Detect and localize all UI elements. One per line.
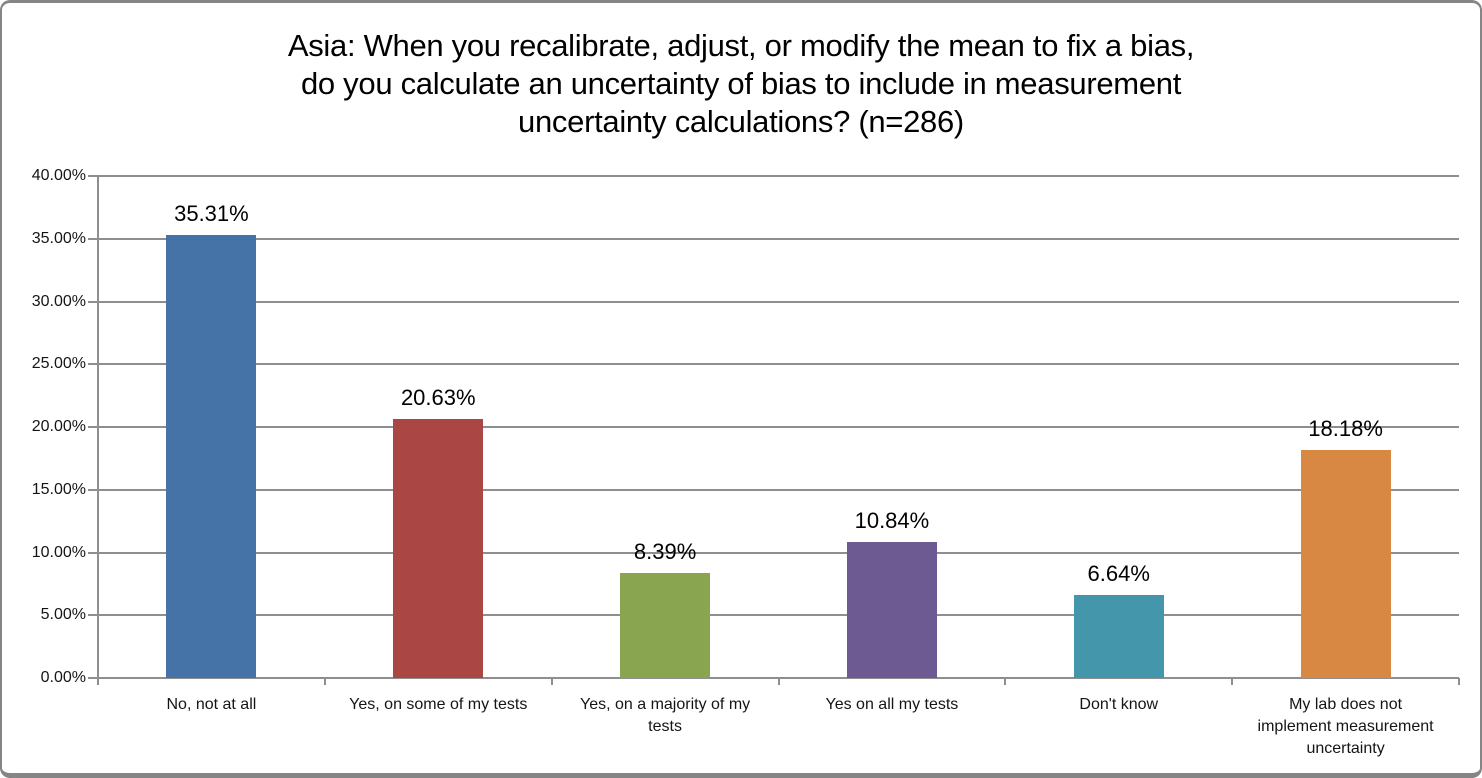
x-axis-tick <box>777 678 780 685</box>
x-axis-category-label: My lab does not implement measurement unce… <box>1233 694 1459 760</box>
x-axis-category-label-line: uncertainty <box>1306 740 1385 757</box>
gridline <box>88 488 1459 491</box>
x-axis-category-label: Don't know <box>1006 694 1232 716</box>
gridline <box>88 551 1459 554</box>
x-axis-category-label-line: My lab does not <box>1289 696 1403 713</box>
y-axis-tick-label: 5.00% <box>40 606 86 624</box>
gridline <box>88 175 1459 177</box>
x-axis-tick <box>1231 678 1234 685</box>
x-axis-tick <box>323 678 326 685</box>
y-axis-tick-label: 35.00% <box>31 229 86 247</box>
gridline <box>88 363 1459 366</box>
y-axis-tick-label: 30.00% <box>31 292 86 310</box>
x-axis-tick <box>1458 678 1460 685</box>
bar-value-label: 6.64% <box>1087 560 1150 586</box>
bar <box>393 419 484 678</box>
chart-title-line-1: Asia: When you recalibrate, adjust, or m… <box>287 28 1195 63</box>
bar-value-label: 20.63% <box>400 385 476 411</box>
x-axis-category-label: Yes, on some of my tests <box>325 694 551 716</box>
y-axis-line <box>97 176 99 678</box>
bar-value-label: 10.84% <box>854 507 930 533</box>
x-axis-tick <box>97 678 99 685</box>
x-axis-category-label: No, not at all <box>98 694 324 716</box>
x-axis-category-label-line: tests <box>648 718 682 735</box>
chart-title-line-2: do you calculate an uncertainty of bias … <box>300 66 1182 101</box>
y-axis-tick-label: 40.00% <box>31 167 86 184</box>
plot-area: 0.00% 5.00% 10.00% 15.00% 20.00% 25.00% 30.00%… <box>2 3 1480 773</box>
bar-value-label: 35.31% <box>174 200 249 226</box>
y-axis-tick-label: 25.00% <box>31 355 86 373</box>
bar <box>1300 449 1391 678</box>
gridline <box>88 237 1459 240</box>
gridline <box>88 677 1459 679</box>
x-axis-tick <box>1004 678 1007 685</box>
x-axis-tick <box>550 678 553 685</box>
y-axis-tick-label: 0.00% <box>40 669 86 686</box>
bar-value-label: 8.39% <box>633 538 697 564</box>
gridline <box>88 426 1459 428</box>
chart-title: Asia: When you recalibrate, adjust, or m… <box>2 27 1480 141</box>
x-axis-category-label-line: No, not at all <box>166 696 257 713</box>
x-axis-category-label-line: Yes, on some of my tests <box>349 696 528 713</box>
x-axis-category-label-line: Yes, on a majority of my <box>580 696 751 713</box>
bar <box>1073 594 1164 678</box>
x-axis-category-label-line: implement measurement <box>1257 718 1434 735</box>
bar <box>620 572 711 678</box>
x-axis-category-label: Yes, on a majority of my tests <box>552 694 778 738</box>
chart-title-line-3: uncertainty calculations? (n=286) <box>518 104 964 139</box>
gridline <box>88 300 1459 303</box>
gridline <box>88 614 1459 617</box>
y-axis-tick-label: 15.00% <box>31 480 86 498</box>
x-axis-category-label: Yes on all my tests <box>779 694 1005 716</box>
y-axis-tick-label: 20.00% <box>31 418 86 435</box>
bar-value-label: 18.18% <box>1308 415 1383 441</box>
x-axis-category-label-line: Yes on all my tests <box>825 696 959 713</box>
bar <box>846 541 937 678</box>
bar <box>166 234 257 678</box>
x-axis-category-label-line: Don't know <box>1079 696 1159 713</box>
y-axis-tick-label: 10.00% <box>31 543 86 561</box>
